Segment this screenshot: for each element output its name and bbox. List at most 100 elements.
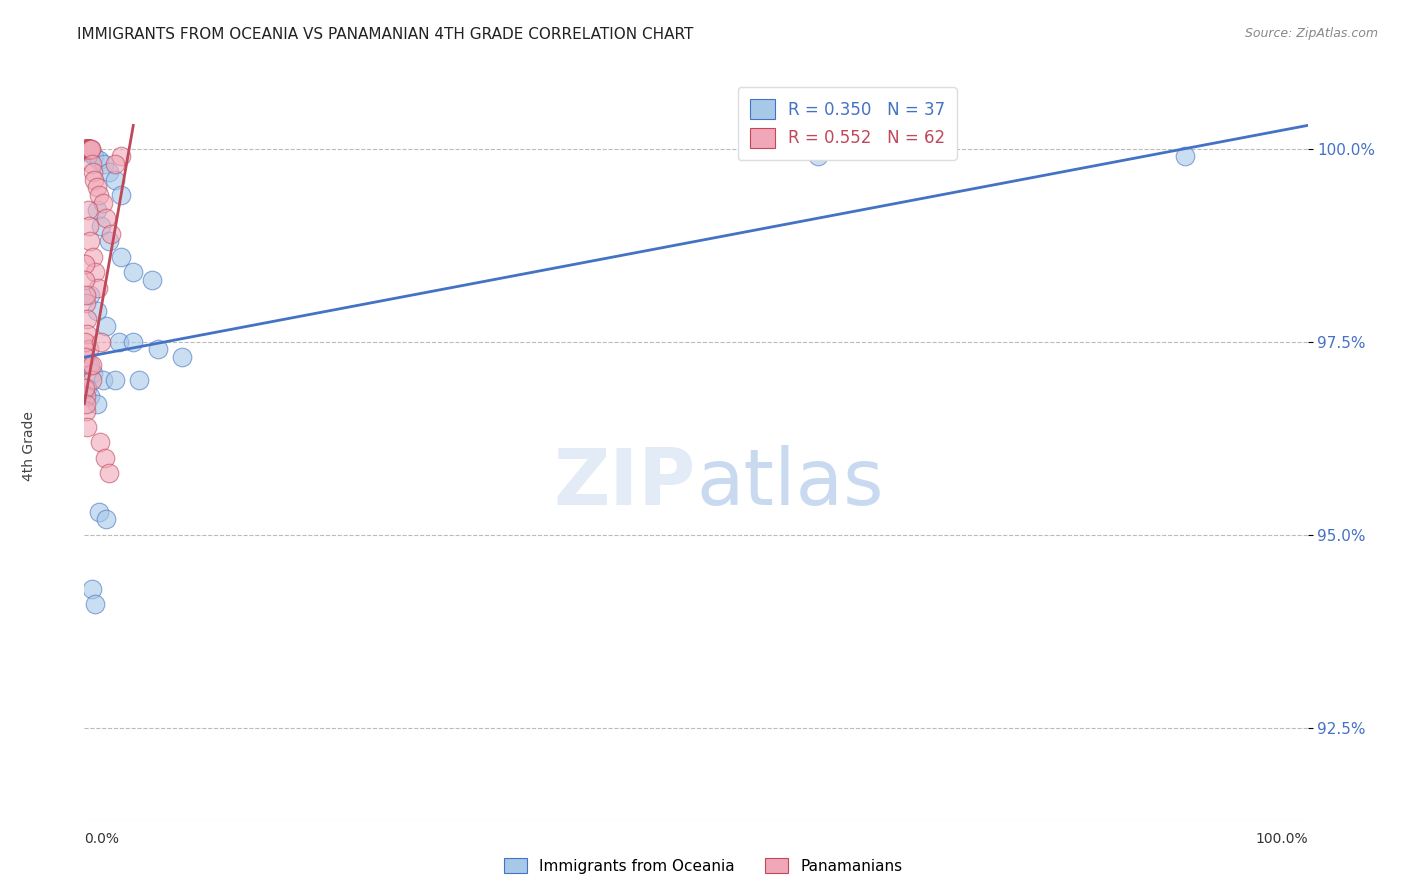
Point: [84, 265, 107, 279]
Point: [172, 350, 194, 364]
Point: [79, 358, 101, 372]
Point: [96, 319, 118, 334]
Point: [128, 373, 150, 387]
Point: [104, 157, 127, 171]
Point: [1174, 149, 1197, 163]
Point: [75, 288, 97, 302]
Point: [76, 142, 98, 156]
Point: [80, 358, 103, 372]
Point: [90, 219, 112, 233]
Point: [79, 235, 101, 249]
Point: [76, 326, 98, 341]
Point: [76, 142, 98, 156]
Point: [110, 188, 132, 202]
Point: [91, 195, 114, 210]
Point: [76, 311, 98, 326]
Point: [107, 334, 129, 349]
Point: [73, 257, 96, 271]
Point: [75, 350, 97, 364]
Point: [86, 180, 108, 194]
Point: [76, 142, 98, 156]
Point: [80, 142, 103, 156]
Point: [77, 203, 100, 218]
Point: [79, 142, 101, 156]
Point: [83, 172, 105, 186]
Point: [75, 404, 97, 418]
Point: [87, 505, 110, 519]
Point: [79, 142, 101, 156]
Text: atlas: atlas: [696, 445, 883, 522]
Point: [79, 288, 101, 302]
Point: [77, 142, 100, 156]
Point: [79, 389, 101, 403]
Point: [76, 381, 98, 395]
Point: [82, 366, 104, 380]
Point: [75, 142, 97, 156]
Point: [86, 203, 108, 218]
Point: [96, 211, 118, 226]
Text: ZIP: ZIP: [554, 445, 696, 522]
Point: [75, 142, 97, 156]
Point: [82, 165, 104, 179]
Point: [77, 358, 100, 372]
Point: [80, 142, 103, 156]
Point: [110, 250, 132, 264]
Point: [807, 149, 830, 163]
Point: [110, 149, 132, 163]
Point: [82, 250, 104, 264]
Point: [75, 142, 97, 156]
Point: [75, 273, 97, 287]
Text: IMMIGRANTS FROM OCEANIA VS PANAMANIAN 4TH GRADE CORRELATION CHART: IMMIGRANTS FROM OCEANIA VS PANAMANIAN 4T…: [77, 27, 693, 42]
Legend: Immigrants from Oceania, Panamanians: Immigrants from Oceania, Panamanians: [498, 852, 908, 880]
Text: 100.0%: 100.0%: [1256, 831, 1308, 846]
Point: [83, 149, 105, 163]
Point: [77, 142, 100, 156]
Point: [86, 303, 108, 318]
Point: [90, 334, 112, 349]
Point: [76, 419, 98, 434]
Point: [97, 165, 120, 179]
Point: [87, 280, 110, 294]
Point: [79, 142, 101, 156]
Point: [76, 142, 98, 156]
Point: [75, 334, 97, 349]
Point: [100, 227, 122, 241]
Point: [89, 435, 111, 450]
Point: [141, 273, 163, 287]
Point: [146, 343, 169, 357]
Point: [77, 142, 100, 156]
Point: [75, 396, 97, 410]
Point: [75, 296, 97, 310]
Point: [75, 389, 97, 403]
Point: [87, 188, 110, 202]
Point: [84, 598, 107, 612]
Point: [94, 450, 117, 465]
Text: 0.0%: 0.0%: [84, 831, 120, 846]
Point: [80, 373, 103, 387]
Point: [97, 466, 120, 480]
Point: [91, 373, 114, 387]
Point: [77, 142, 100, 156]
Point: [96, 512, 118, 526]
Point: [77, 145, 100, 160]
Point: [122, 334, 145, 349]
Point: [87, 153, 110, 168]
Point: [104, 172, 127, 186]
Point: [75, 142, 97, 156]
Legend: R = 0.350   N = 37, R = 0.552   N = 62: R = 0.350 N = 37, R = 0.552 N = 62: [738, 87, 956, 160]
Point: [73, 142, 96, 156]
Point: [75, 381, 97, 395]
Text: Source: ZipAtlas.com: Source: ZipAtlas.com: [1244, 27, 1378, 40]
Point: [97, 235, 120, 249]
Point: [93, 157, 115, 171]
Point: [104, 373, 127, 387]
Point: [80, 582, 103, 596]
Point: [86, 396, 108, 410]
Point: [80, 157, 103, 171]
Point: [76, 142, 98, 156]
Point: [77, 343, 100, 357]
Point: [79, 142, 101, 156]
Point: [77, 142, 100, 156]
Point: [77, 219, 100, 233]
Point: [122, 265, 145, 279]
